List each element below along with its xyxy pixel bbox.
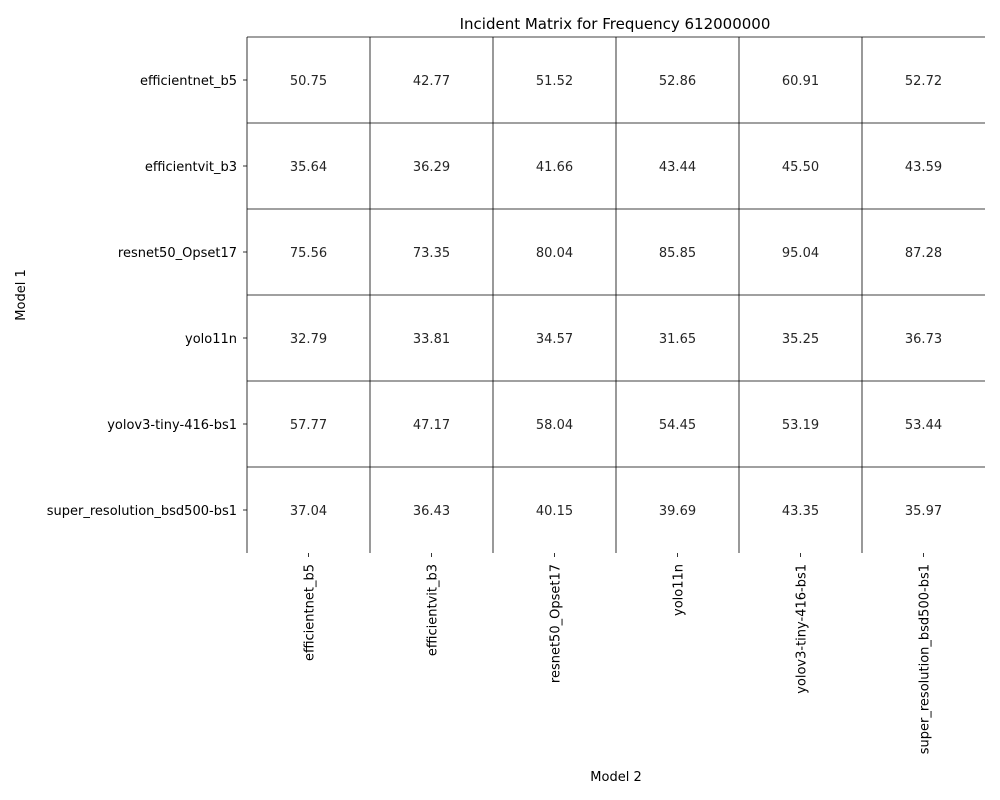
heatmap-cell xyxy=(247,467,370,553)
heatmap-cell xyxy=(616,209,739,295)
cell-value-label: 36.73 xyxy=(905,332,942,347)
heatmap-cell xyxy=(493,295,616,381)
cell-value-label: 33.81 xyxy=(413,332,450,347)
heatmap-cell xyxy=(247,123,370,209)
heatmap-cell xyxy=(616,37,739,123)
y-axis-label: Model 1 xyxy=(14,269,29,320)
cell-value-label: 36.43 xyxy=(413,504,450,519)
heatmap-cell xyxy=(616,295,739,381)
heatmap-cell xyxy=(862,209,985,295)
cell-value-label: 34.57 xyxy=(536,332,573,347)
cell-value-label: 37.04 xyxy=(290,504,327,519)
cell-value-label: 73.35 xyxy=(413,246,450,261)
x-tick-label: yolo11n xyxy=(672,564,687,616)
heatmap-cell xyxy=(862,123,985,209)
heatmap-cell xyxy=(247,381,370,467)
cell-value-label: 43.59 xyxy=(905,160,942,175)
heatmap-cell xyxy=(739,381,862,467)
heatmap-cell xyxy=(247,295,370,381)
heatmap-cell xyxy=(493,467,616,553)
cell-value-label: 41.66 xyxy=(536,160,573,175)
x-tick-label: efficientnet_b5 xyxy=(303,564,318,661)
cell-value-label: 40.15 xyxy=(536,504,573,519)
cell-value-label: 57.77 xyxy=(290,418,327,433)
y-tick-label: yolo11n xyxy=(185,332,237,347)
cell-value-label: 51.52 xyxy=(536,74,573,89)
heatmap-cell xyxy=(493,123,616,209)
heatmap-cell xyxy=(370,37,493,123)
cell-value-label: 60.91 xyxy=(782,74,819,89)
cell-value-label: 31.65 xyxy=(659,332,696,347)
cell-value-label: 52.72 xyxy=(905,74,942,89)
x-tick-label: resnet50_Opset17 xyxy=(549,564,564,683)
cell-value-label: 35.25 xyxy=(782,332,819,347)
heatmap-cell xyxy=(616,123,739,209)
y-tick-label: efficientnet_b5 xyxy=(140,74,237,89)
cell-value-label: 53.19 xyxy=(782,418,819,433)
heatmap-cell xyxy=(370,209,493,295)
cell-value-label: 43.44 xyxy=(659,160,696,175)
heatmap-cell xyxy=(370,467,493,553)
cell-value-label: 75.56 xyxy=(290,246,327,261)
heatmap-cell xyxy=(739,37,862,123)
cell-value-label: 45.50 xyxy=(782,160,819,175)
cell-value-label: 35.97 xyxy=(905,504,942,519)
cell-value-label: 43.35 xyxy=(782,504,819,519)
cell-value-label: 95.04 xyxy=(782,246,819,261)
cell-value-label: 54.45 xyxy=(659,418,696,433)
heatmap-cell xyxy=(370,123,493,209)
cell-value-label: 87.28 xyxy=(905,246,942,261)
heatmap-cell xyxy=(493,381,616,467)
chart-title: Incident Matrix for Frequency 612000000 xyxy=(460,15,771,33)
cell-value-label: 52.86 xyxy=(659,74,696,89)
x-tick-label: super_resolution_bsd500-bs1 xyxy=(918,564,933,754)
y-tick-label: resnet50_Opset17 xyxy=(118,246,237,261)
cell-value-label: 32.79 xyxy=(290,332,327,347)
y-tick-label: super_resolution_bsd500-bs1 xyxy=(47,504,237,519)
cell-value-label: 58.04 xyxy=(536,418,573,433)
y-tick-label: yolov3-tiny-416-bs1 xyxy=(107,418,237,433)
cell-value-label: 85.85 xyxy=(659,246,696,261)
cell-value-label: 36.29 xyxy=(413,160,450,175)
y-tick-label: efficientvit_b3 xyxy=(145,160,237,175)
cell-value-label: 35.64 xyxy=(290,160,327,175)
cell-value-label: 53.44 xyxy=(905,418,942,433)
cell-value-label: 50.75 xyxy=(290,74,327,89)
x-axis-label: Model 2 xyxy=(590,770,641,785)
heatmap-cell xyxy=(616,467,739,553)
x-tick-label: efficientvit_b3 xyxy=(426,564,441,656)
plot-area: 50.75 42.77 51.52 52.86 60.91 52.72 35.64 36.29… xyxy=(47,36,985,754)
heatmap-cell xyxy=(862,37,985,123)
heatmap-cell xyxy=(862,295,985,381)
heatmap-cell xyxy=(247,37,370,123)
cell-value-label: 80.04 xyxy=(536,246,573,261)
heatmap-cell xyxy=(739,123,862,209)
heatmap-cell xyxy=(493,209,616,295)
heatmap-cell xyxy=(862,467,985,553)
heatmap-cell xyxy=(247,209,370,295)
heatmap-cell xyxy=(862,381,985,467)
x-tick-label: yolov3-tiny-416-bs1 xyxy=(795,564,810,694)
heatmap-cell xyxy=(616,381,739,467)
heatmap-cell xyxy=(370,295,493,381)
heatmap-cell xyxy=(739,467,862,553)
cell-value-label: 47.17 xyxy=(413,418,450,433)
heatmap-cell xyxy=(739,295,862,381)
heatmap-cell xyxy=(739,209,862,295)
cell-value-label: 39.69 xyxy=(659,504,696,519)
heatmap-cell xyxy=(493,37,616,123)
heatmap-cell xyxy=(370,381,493,467)
cell-value-label: 42.77 xyxy=(413,74,450,89)
